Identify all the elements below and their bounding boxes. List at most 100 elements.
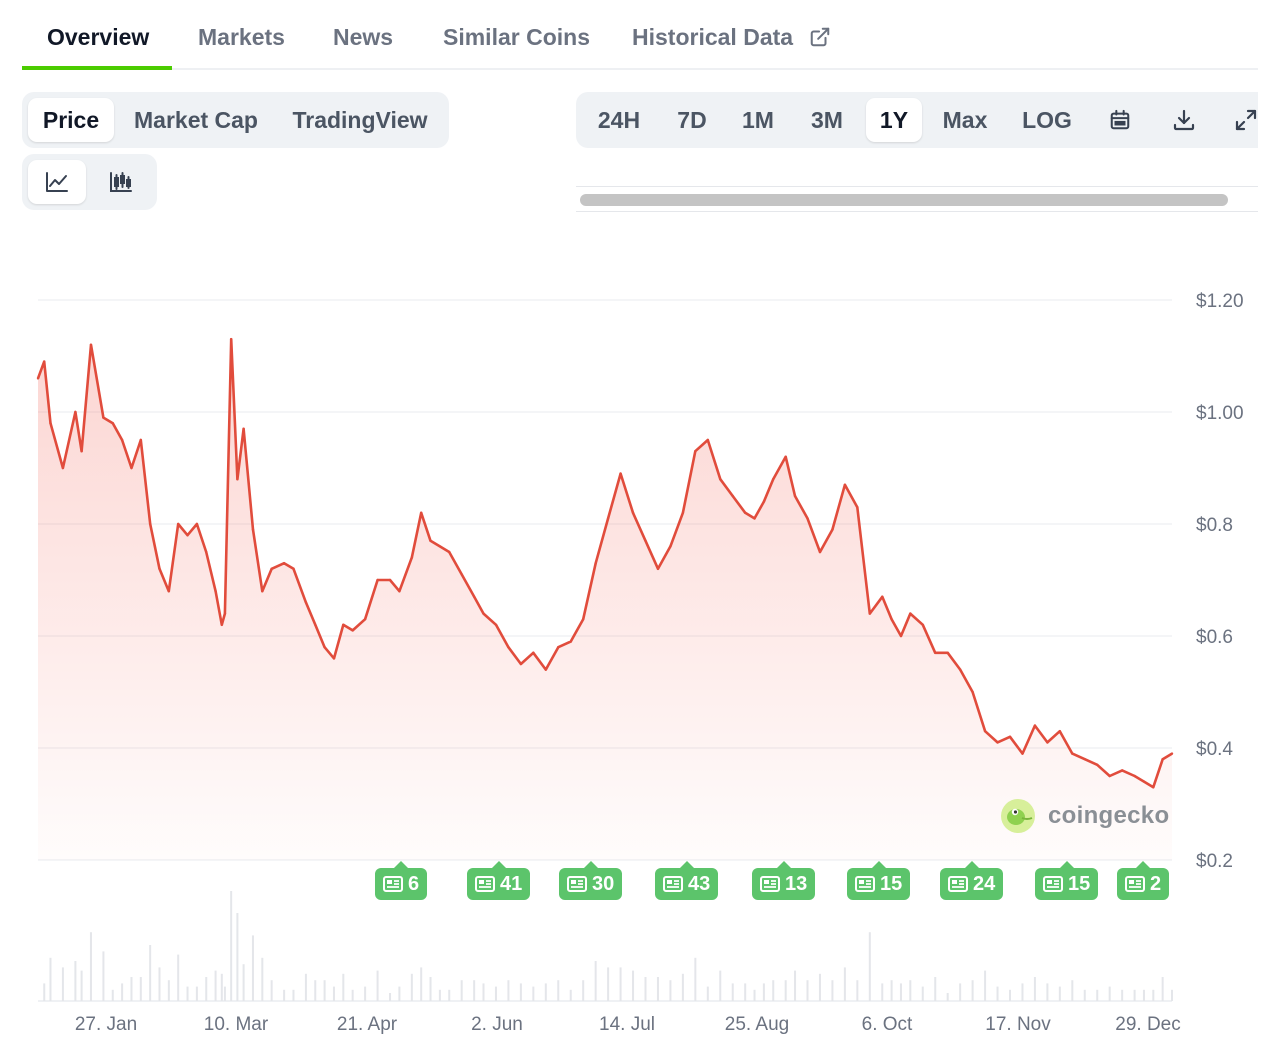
range-24h[interactable]: 24H — [597, 106, 641, 133]
x-tick-label: 14. Jul — [599, 1014, 655, 1035]
price-point — [220, 623, 224, 626]
tab-news[interactable]: News — [333, 24, 394, 50]
tab-historical-data[interactable]: Historical Data — [632, 24, 831, 51]
price-point — [1096, 763, 1099, 766]
volume-bar — [482, 983, 485, 1001]
news-badge[interactable]: 30 — [559, 861, 623, 900]
price-point — [594, 562, 597, 565]
volume-bar — [784, 980, 787, 1001]
price-point — [921, 623, 924, 626]
price-point — [1046, 741, 1049, 744]
volume-bar — [342, 973, 345, 1001]
news-badge[interactable]: 15 — [847, 861, 911, 900]
volume-bar — [214, 970, 217, 1001]
download-button[interactable] — [1162, 98, 1206, 142]
newspaper-icon — [383, 876, 403, 892]
price-point — [544, 668, 548, 671]
price-point — [472, 595, 476, 598]
price-point — [111, 422, 114, 425]
news-badge[interactable]: 15 — [1035, 861, 1099, 900]
volume-bar — [1171, 989, 1173, 1001]
date-range-button[interactable] — [1098, 98, 1142, 142]
price-point — [934, 651, 937, 654]
price-point — [1133, 774, 1136, 778]
price-point — [388, 578, 392, 582]
volume-bar — [1058, 986, 1061, 1001]
range-max[interactable]: Max — [942, 106, 988, 133]
tab-overview[interactable]: Overview — [47, 24, 150, 50]
y-tick-label: $1.00 — [1196, 403, 1244, 424]
newspaper-icon — [475, 876, 495, 892]
scrollbar-thumb[interactable] — [580, 194, 1228, 206]
range-3m[interactable]: 3M — [811, 106, 843, 133]
price-point — [971, 690, 974, 694]
price-point — [236, 478, 239, 481]
news-badge[interactable]: 13 — [752, 861, 816, 900]
line-chart-toggle[interactable] — [28, 160, 86, 204]
volume-bar — [557, 980, 560, 1001]
volume-bar — [261, 957, 264, 1001]
y-tick-label: $0.6 — [1196, 627, 1233, 648]
volume-bar — [996, 986, 999, 1001]
volume-bar — [43, 983, 46, 1001]
volume-bar — [890, 980, 893, 1001]
tab-markets[interactable]: Markets — [198, 24, 285, 50]
volume-bar — [1133, 989, 1136, 1001]
news-badge[interactable]: 41 — [467, 861, 531, 900]
x-tick-label: 21. Apr — [337, 1014, 398, 1035]
price-point — [1161, 758, 1164, 761]
fullscreen-button[interactable] — [1226, 98, 1266, 142]
news-badge[interactable]: 24 — [940, 861, 1004, 900]
news-badge[interactable]: 6 — [375, 861, 428, 900]
volume-bar — [594, 961, 597, 1001]
price-point — [606, 517, 610, 520]
price-point — [619, 472, 622, 475]
range-7d[interactable]: 7D — [677, 106, 707, 133]
price-point — [784, 455, 787, 458]
chart-range-scrollbar[interactable] — [576, 186, 1258, 212]
price-point — [762, 500, 766, 503]
news-badge[interactable]: 2 — [1117, 861, 1170, 900]
price-point — [102, 416, 105, 419]
volume-bar — [389, 993, 392, 1001]
price-pill[interactable]: Price — [28, 98, 114, 142]
price-point — [507, 646, 510, 649]
price-point — [429, 539, 432, 542]
volume-bar — [80, 970, 83, 1001]
volume-bar — [158, 967, 161, 1001]
news-badge[interactable]: 43 — [655, 861, 719, 900]
price-line — [36, 337, 1173, 789]
price-point — [176, 522, 180, 526]
tradingview-pill[interactable]: TradingView — [292, 106, 428, 133]
candlestick-chart-toggle[interactable] — [92, 160, 150, 204]
range-1m[interactable]: 1M — [742, 106, 774, 133]
price-point — [581, 618, 585, 621]
y-tick-label: $1.20 — [1196, 291, 1244, 312]
volume-bar — [195, 986, 198, 1001]
price-point — [793, 494, 797, 498]
log-scale-toggle[interactable]: LOG — [1022, 106, 1072, 133]
volume-bar — [283, 989, 286, 1001]
volume-bar — [1021, 983, 1024, 1001]
price-point — [342, 623, 345, 626]
price-point — [460, 573, 463, 576]
price-point — [557, 646, 560, 649]
volume-bar — [532, 986, 535, 1001]
price-point — [158, 567, 161, 570]
volume-bar — [473, 980, 476, 1001]
tab-similar-coins[interactable]: Similar Coins — [443, 24, 590, 50]
price-point — [631, 511, 635, 514]
range-1y[interactable]: 1Y — [866, 98, 922, 142]
price-point — [843, 483, 847, 486]
price-point — [569, 640, 572, 643]
volume-bar — [1108, 986, 1111, 1001]
price-point — [1008, 735, 1012, 738]
market-cap-pill[interactable]: Market Cap — [134, 106, 258, 133]
volume-bar — [1121, 989, 1124, 1001]
expand-icon — [1235, 109, 1257, 131]
price-point — [43, 360, 46, 363]
volume-bar — [323, 980, 326, 1001]
candlestick-chart-icon — [110, 172, 132, 192]
price-point — [731, 494, 734, 498]
price-point — [1083, 758, 1086, 761]
